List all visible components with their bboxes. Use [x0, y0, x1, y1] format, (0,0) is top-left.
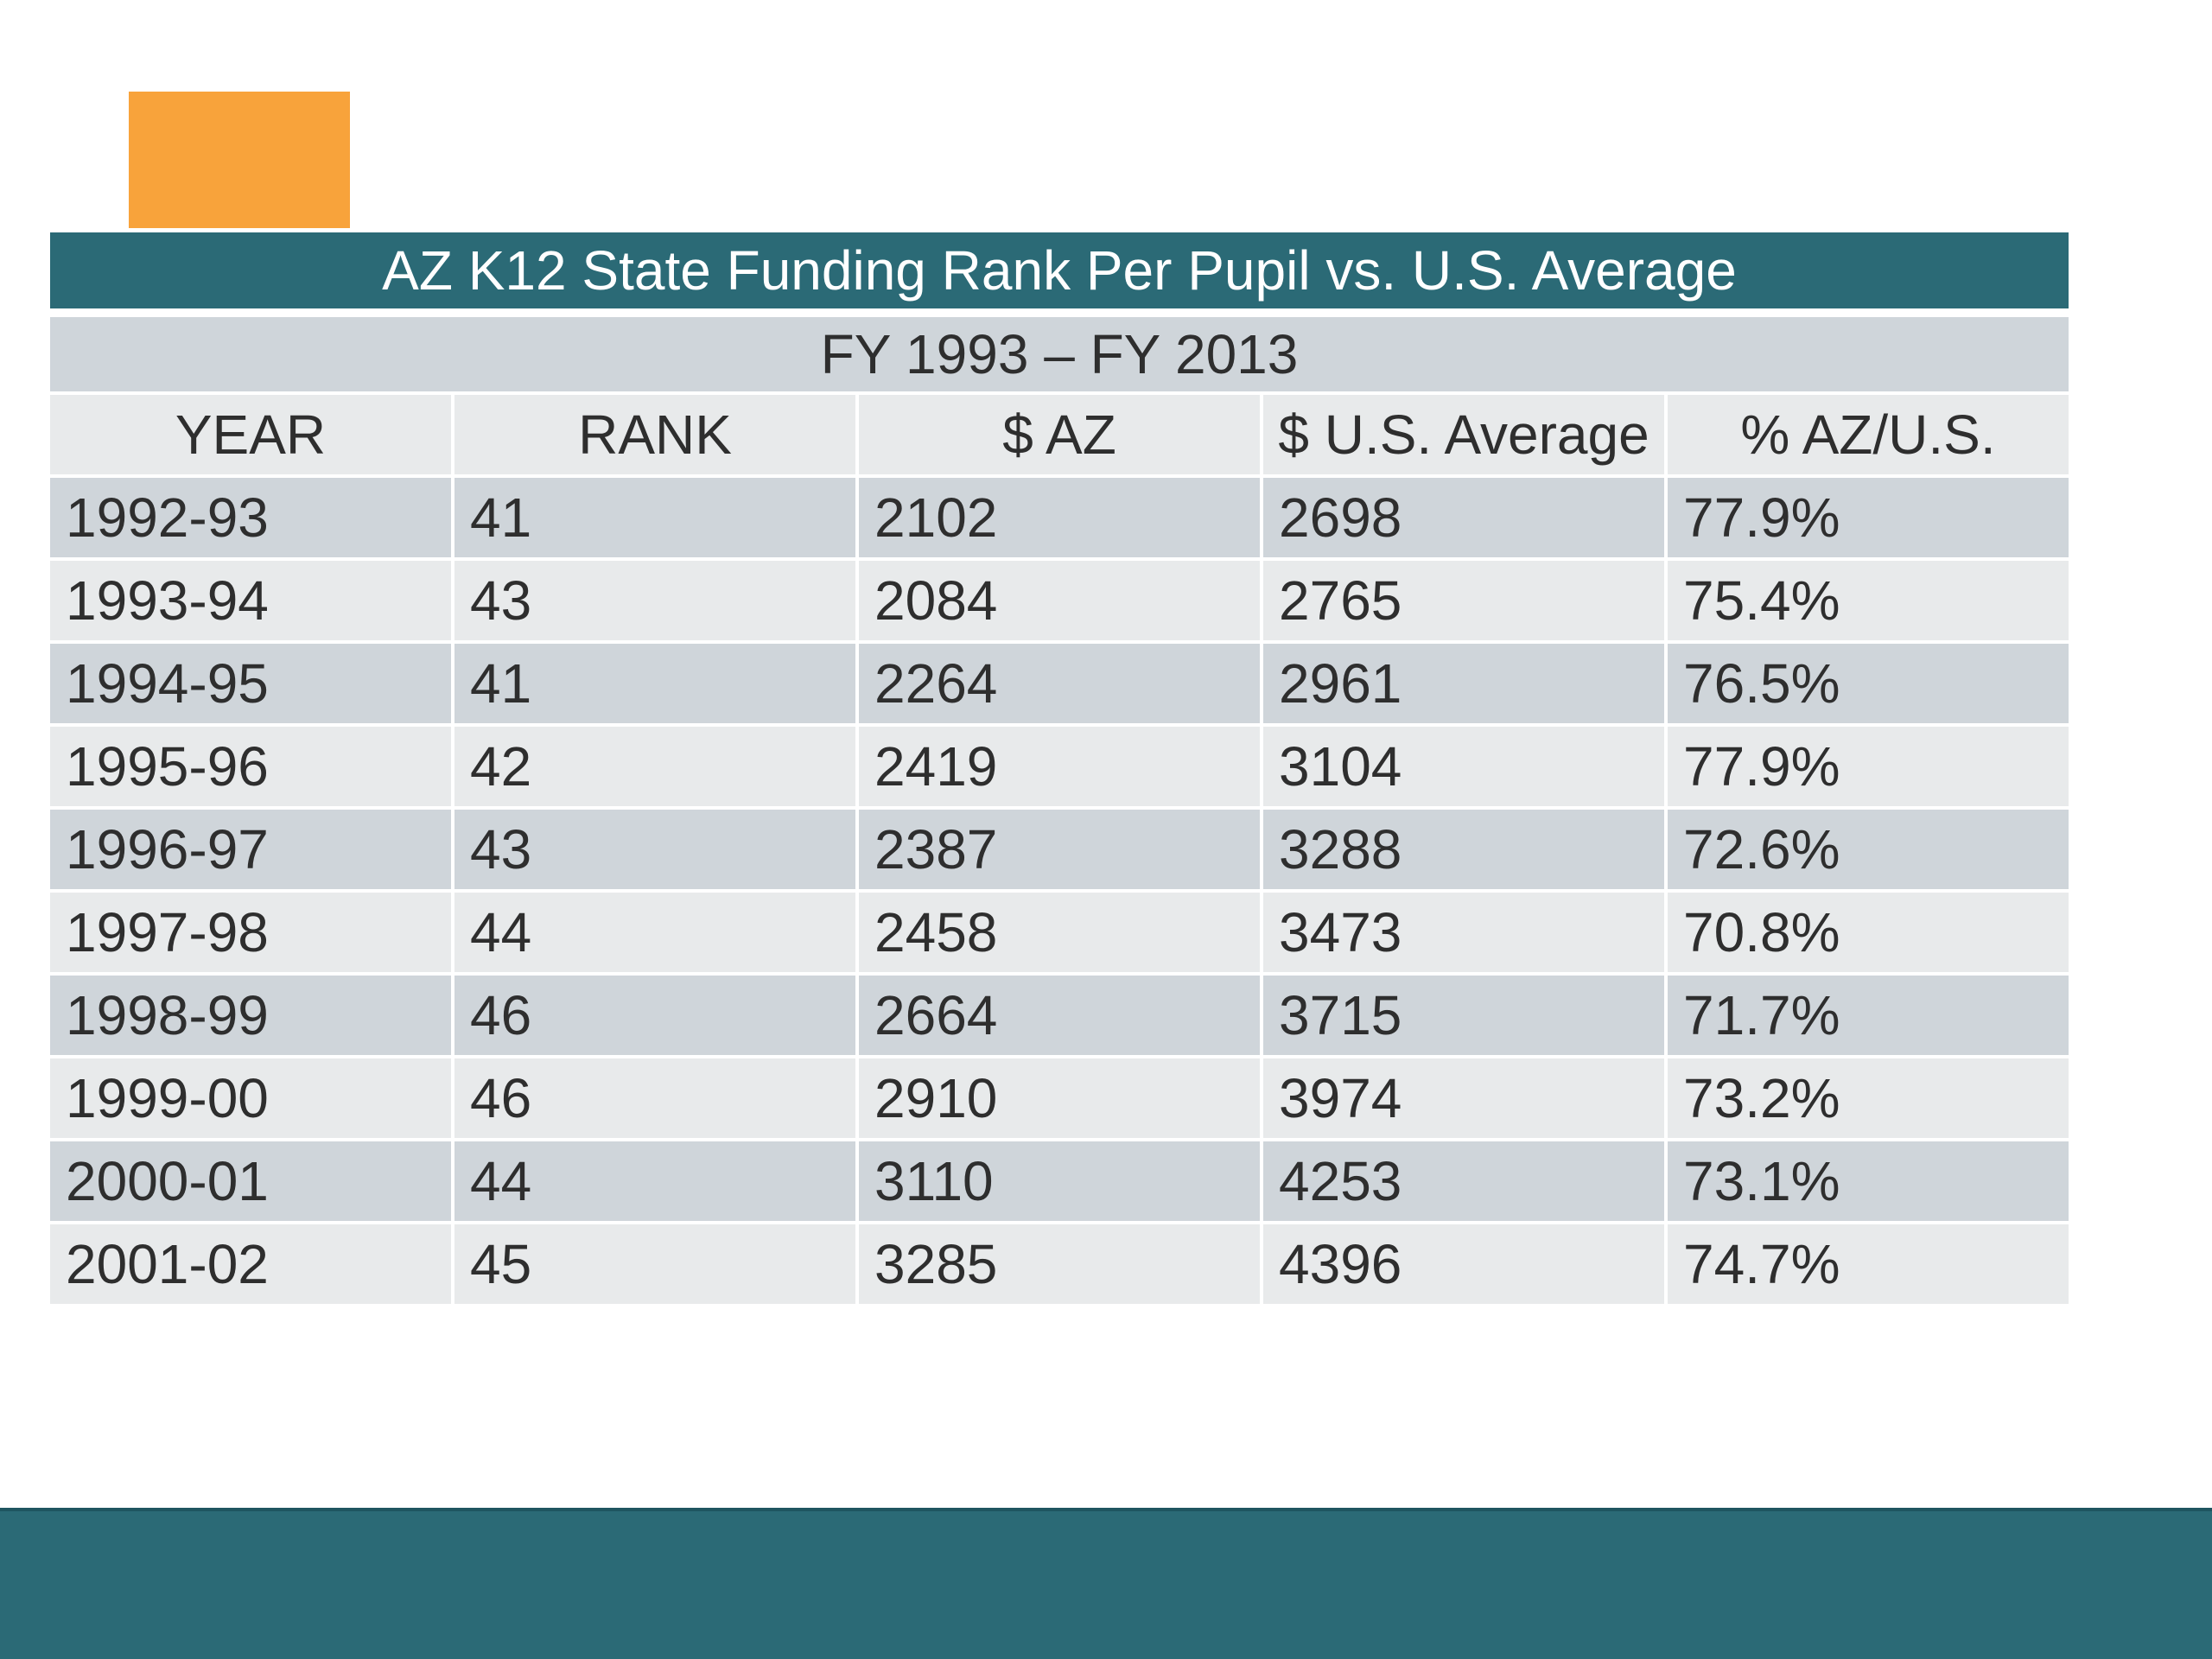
cell-year: 1993-94: [50, 561, 451, 640]
cell-us: 3288: [1263, 810, 1664, 889]
cell-us: 4396: [1263, 1224, 1664, 1304]
accent-square: [129, 92, 350, 228]
header-year: YEAR: [50, 395, 451, 474]
cell-year: 1994-95: [50, 644, 451, 723]
cell-us: 3715: [1263, 976, 1664, 1055]
cell-az: 3285: [859, 1224, 1260, 1304]
footer-bar: [0, 1508, 2212, 1659]
cell-year: 2001-02: [50, 1224, 451, 1304]
cell-az: 2102: [859, 478, 1260, 557]
cell-year: 1999-00: [50, 1058, 451, 1138]
cell-rank: 46: [454, 976, 855, 1055]
cell-rank: 41: [454, 478, 855, 557]
cell-rank: 46: [454, 1058, 855, 1138]
cell-us: 4253: [1263, 1141, 1664, 1221]
cell-az: 3110: [859, 1141, 1260, 1221]
cell-us: 2765: [1263, 561, 1664, 640]
cell-az: 2419: [859, 727, 1260, 806]
cell-year: 1997-98: [50, 893, 451, 972]
cell-pct: 71.7%: [1668, 976, 2069, 1055]
cell-rank: 43: [454, 810, 855, 889]
cell-rank: 42: [454, 727, 855, 806]
header-us-average: $ U.S. Average: [1263, 395, 1664, 474]
cell-us: 3974: [1263, 1058, 1664, 1138]
cell-year: 1995-96: [50, 727, 451, 806]
header-az-dollars: $ AZ: [859, 395, 1260, 474]
funding-table: AZ K12 State Funding Rank Per Pupil vs. …: [50, 232, 2069, 1304]
table-title: AZ K12 State Funding Rank Per Pupil vs. …: [50, 232, 2069, 308]
header-percent: % AZ/U.S.: [1668, 395, 2069, 474]
cell-rank: 45: [454, 1224, 855, 1304]
cell-pct: 73.2%: [1668, 1058, 2069, 1138]
cell-rank: 43: [454, 561, 855, 640]
cell-year: 1998-99: [50, 976, 451, 1055]
cell-rank: 44: [454, 893, 855, 972]
header-rank: RANK: [454, 395, 855, 474]
cell-year: 1996-97: [50, 810, 451, 889]
cell-rank: 41: [454, 644, 855, 723]
cell-us: 2961: [1263, 644, 1664, 723]
cell-pct: 77.9%: [1668, 478, 2069, 557]
cell-year: 2000-01: [50, 1141, 451, 1221]
cell-pct: 74.7%: [1668, 1224, 2069, 1304]
cell-year: 1992-93: [50, 478, 451, 557]
cell-us: 3104: [1263, 727, 1664, 806]
cell-pct: 77.9%: [1668, 727, 2069, 806]
cell-pct: 76.5%: [1668, 644, 2069, 723]
cell-rank: 44: [454, 1141, 855, 1221]
cell-az: 2387: [859, 810, 1260, 889]
cell-az: 2264: [859, 644, 1260, 723]
cell-us: 2698: [1263, 478, 1664, 557]
cell-pct: 72.6%: [1668, 810, 2069, 889]
cell-pct: 73.1%: [1668, 1141, 2069, 1221]
table-subtitle: FY 1993 – FY 2013: [50, 317, 2069, 391]
table-grid: YEAR RANK $ AZ $ U.S. Average % AZ/U.S. …: [50, 395, 2069, 1304]
cell-az: 2664: [859, 976, 1260, 1055]
cell-az: 2910: [859, 1058, 1260, 1138]
cell-pct: 70.8%: [1668, 893, 2069, 972]
cell-us: 3473: [1263, 893, 1664, 972]
cell-az: 2458: [859, 893, 1260, 972]
cell-pct: 75.4%: [1668, 561, 2069, 640]
cell-az: 2084: [859, 561, 1260, 640]
